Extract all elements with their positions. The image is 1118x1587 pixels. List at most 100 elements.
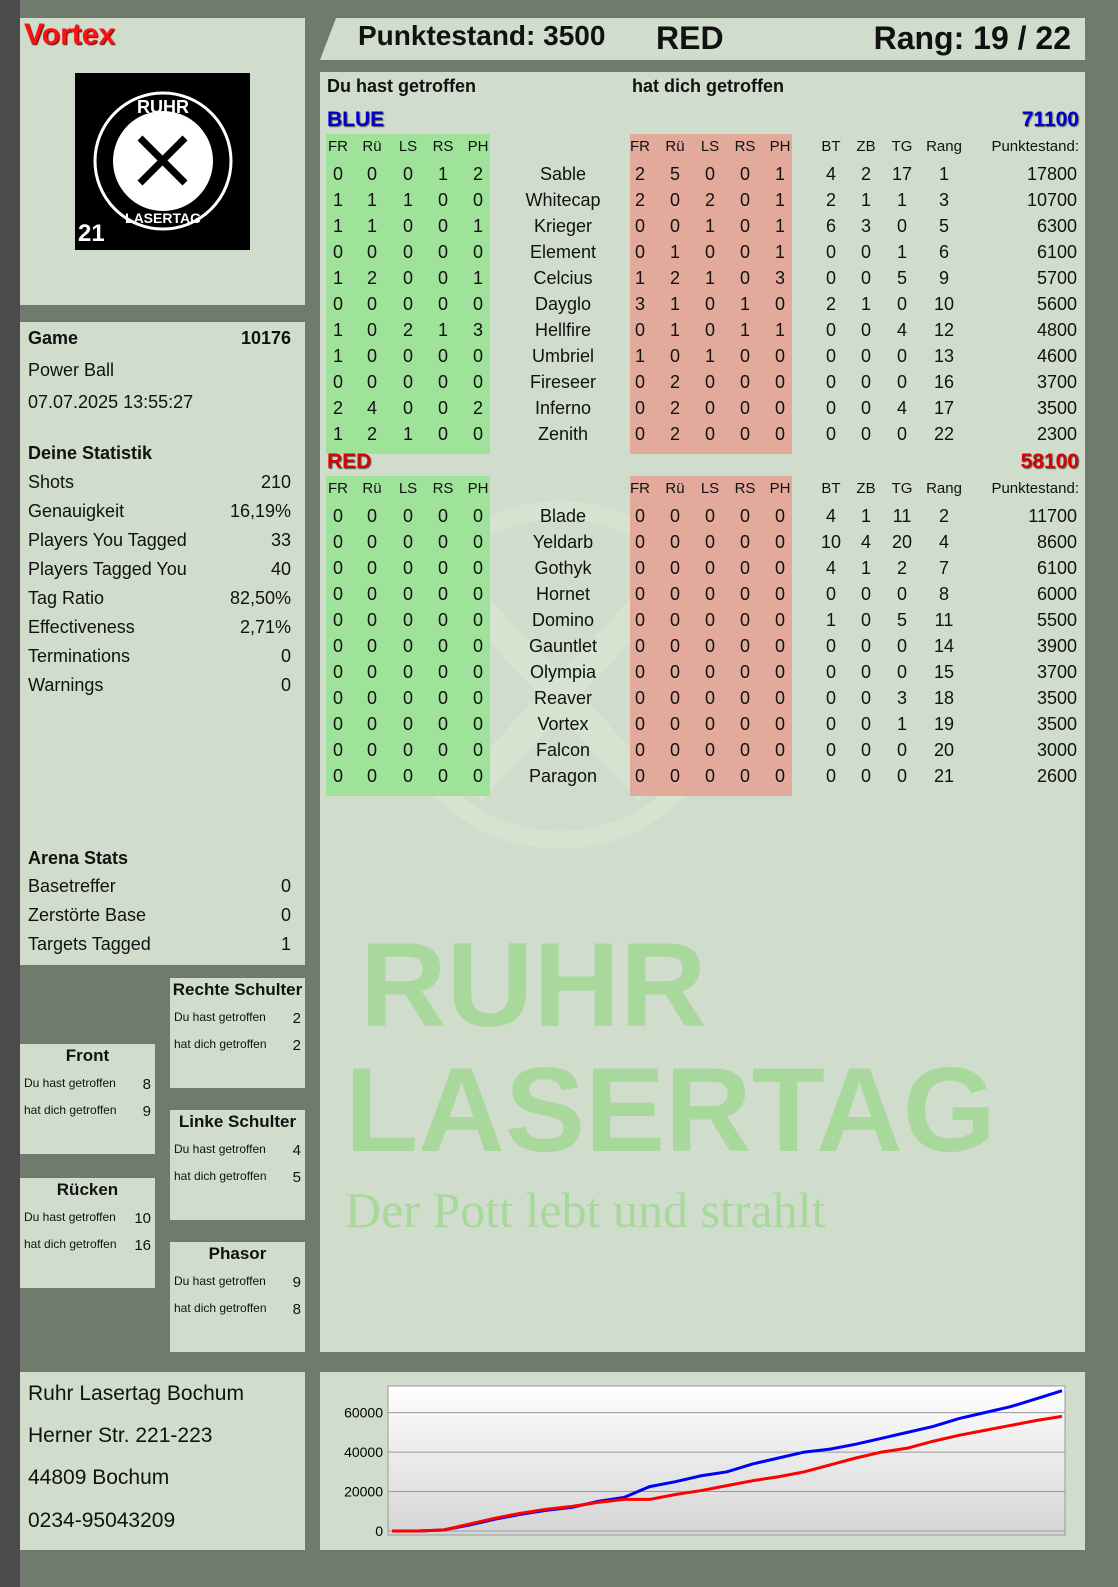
col-header: TG (891, 480, 913, 497)
hit-you-cell: 0 (704, 506, 715, 526)
you-hit-cell: 0 (437, 242, 448, 262)
hit-box-label: Du hast getroffen (174, 1010, 266, 1024)
player-name-cell: Falcon (535, 740, 591, 760)
hit-box-value: 9 (292, 1274, 301, 1291)
hit-you-cell: 0 (739, 610, 750, 630)
you-hit-cell: 0 (366, 558, 377, 578)
you-hit-cell: 1 (332, 346, 343, 366)
score-cell: 6000 (1036, 584, 1077, 604)
stat-cell: 20 (891, 532, 913, 552)
you-hit-cell: 1 (332, 424, 343, 444)
hit-box-value: 16 (134, 1237, 151, 1254)
you-hit-cell: 0 (366, 532, 377, 552)
stat-cell: 10 (820, 532, 842, 552)
you-hit-cell: 0 (402, 294, 413, 314)
you-hit-cell: 1 (332, 320, 343, 340)
stat-cell: 0 (825, 424, 836, 444)
you-hit-cell: 0 (437, 610, 448, 630)
you-hit-cell: 0 (402, 662, 413, 682)
you-hit-cell: 0 (402, 372, 413, 392)
hit-you-cell: 0 (634, 662, 645, 682)
you-hit-cell: 0 (437, 190, 448, 210)
you-hit-cell: 0 (366, 294, 377, 314)
stat-cell: 0 (860, 740, 871, 760)
hit-you-cell: 0 (739, 190, 750, 210)
col-header: ZB (856, 480, 876, 497)
player-score: Punktestand: 3500 (358, 20, 606, 51)
you-hit-cell: 3 (472, 320, 483, 340)
hit-you-block (630, 476, 792, 796)
you-hit-cell: 0 (366, 610, 377, 630)
stat-cell: 0 (825, 740, 836, 760)
left-strip (0, 0, 20, 1587)
you-hit-cell: 0 (437, 584, 448, 604)
player-name-cell: Zenith (537, 424, 589, 444)
player-name-cell: Blade (539, 506, 587, 526)
you-hit-cell: 0 (437, 766, 448, 786)
hit-box-line: hat dich getroffen 9 (24, 1103, 151, 1120)
stat-cell: 20 (933, 740, 955, 760)
score-cell: 3000 (1036, 740, 1077, 760)
hit-you-cell: 0 (774, 688, 785, 708)
hit-you-cell: 0 (739, 532, 750, 552)
hit-you-cell: 1 (774, 164, 785, 184)
hit-you-cell: 0 (739, 424, 750, 444)
you-hit-cell: 0 (402, 688, 413, 708)
stat-row: Players Tagged You 40 (28, 559, 291, 580)
you-hit-cell: 0 (402, 164, 413, 184)
score-cell: 2600 (1036, 766, 1077, 786)
hit-you-cell: 0 (704, 558, 715, 578)
header-bar: Punktestand: 3500 RED Rang: 19 / 22 (320, 18, 1085, 60)
game-datetime: 07.07.2025 13:55:27 (28, 392, 194, 412)
stat-cell: 1 (896, 714, 907, 734)
stat-cell: 5 (896, 268, 907, 288)
player-name-cell: Element (529, 242, 597, 262)
hit-you-cell: 0 (634, 714, 645, 734)
col-header: PH (467, 138, 489, 155)
hit-you-cell: 0 (774, 346, 785, 366)
hit-box-label: Du hast getroffen (174, 1274, 266, 1288)
stat-cell: 4 (896, 320, 907, 340)
hit-you-cell: 0 (634, 372, 645, 392)
you-hit-cell: 0 (366, 506, 377, 526)
you-hit-cell: 0 (437, 558, 448, 578)
hit-you-cell: 0 (634, 558, 645, 578)
score-cell: 6300 (1036, 216, 1077, 236)
stat-cell: 6 (825, 216, 836, 236)
hit-box-value: 8 (292, 1301, 301, 1318)
stat-cell: 0 (825, 346, 836, 366)
hit-you-cell: 0 (669, 740, 680, 760)
stat-cell: 0 (825, 714, 836, 734)
player-name-cell: Gothyk (534, 558, 592, 578)
stat-cell: 16 (933, 372, 955, 392)
arena-value: 0 (280, 876, 291, 896)
scoreboard-panel: Du hast getroffen hat dich getroffen BLU… (320, 72, 1085, 1352)
stat-cell: 0 (825, 584, 836, 604)
stat-label: Shots (28, 472, 75, 492)
you-hit-cell: 0 (472, 558, 483, 578)
you-hit-cell: 0 (472, 294, 483, 314)
you-hit-cell: 1 (472, 268, 483, 288)
hit-you-cell: 0 (774, 610, 785, 630)
col-header: Punktestand: (991, 480, 1079, 497)
you-hit-cell: 0 (472, 662, 483, 682)
col-header: RS (432, 138, 454, 155)
hit-box-line: hat dich getroffen 5 (174, 1169, 301, 1186)
score-cell: 3700 (1036, 662, 1077, 682)
stat-cell: 15 (933, 662, 955, 682)
hit-you-cell: 0 (634, 532, 645, 552)
stat-value: 33 (270, 530, 291, 550)
stat-cell: 1 (938, 164, 949, 184)
stat-value: 0 (280, 646, 291, 666)
player-name-cell: Hornet (535, 584, 591, 604)
player-name-cell: Inferno (534, 398, 592, 418)
hit-you-cell: 0 (739, 372, 750, 392)
hit-box-label: Du hast getroffen (174, 1142, 266, 1156)
col-header: Rang (926, 138, 962, 155)
hit-you-cell: 0 (669, 766, 680, 786)
team-total: 58100 (1020, 450, 1079, 473)
stat-cell: 0 (825, 268, 836, 288)
hit-box-value: 4 (292, 1142, 301, 1159)
player-name: Vortex (24, 18, 116, 51)
hit-you-cell: 3 (634, 294, 645, 314)
